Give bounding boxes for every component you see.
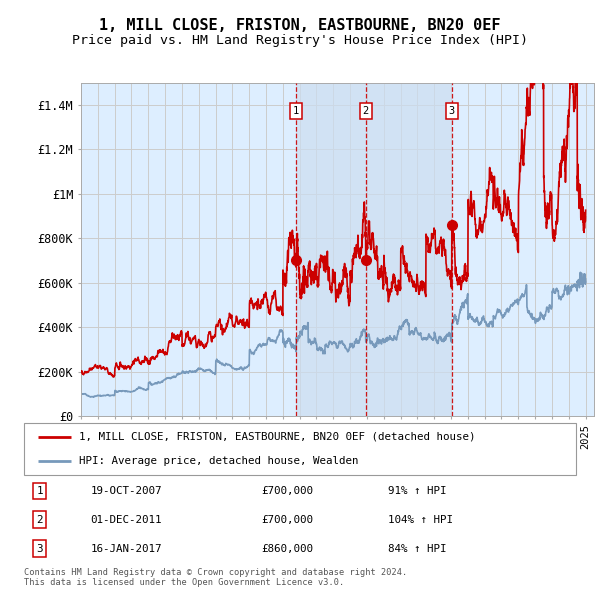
- Text: 1, MILL CLOSE, FRISTON, EASTBOURNE, BN20 0EF (detached house): 1, MILL CLOSE, FRISTON, EASTBOURNE, BN20…: [79, 431, 476, 441]
- Text: 2: 2: [362, 106, 369, 116]
- Bar: [296, 83, 452, 416]
- Text: 84% ↑ HPI: 84% ↑ HPI: [388, 543, 447, 553]
- Text: £860,000: £860,000: [262, 543, 313, 553]
- Text: Contains HM Land Registry data © Crown copyright and database right 2024.
This d: Contains HM Land Registry data © Crown c…: [24, 568, 407, 587]
- Text: 104% ↑ HPI: 104% ↑ HPI: [388, 515, 454, 525]
- Text: 1: 1: [293, 106, 299, 116]
- Text: £700,000: £700,000: [262, 515, 313, 525]
- Text: 2: 2: [36, 515, 43, 525]
- Text: 3: 3: [449, 106, 455, 116]
- Text: £700,000: £700,000: [262, 486, 313, 496]
- Text: 1, MILL CLOSE, FRISTON, EASTBOURNE, BN20 0EF: 1, MILL CLOSE, FRISTON, EASTBOURNE, BN20…: [99, 18, 501, 32]
- Text: 1: 1: [36, 486, 43, 496]
- Text: 3: 3: [36, 543, 43, 553]
- Text: HPI: Average price, detached house, Wealden: HPI: Average price, detached house, Weal…: [79, 457, 359, 467]
- Text: 91% ↑ HPI: 91% ↑ HPI: [388, 486, 447, 496]
- Text: 19-OCT-2007: 19-OCT-2007: [90, 486, 162, 496]
- FancyBboxPatch shape: [24, 423, 576, 475]
- Text: Price paid vs. HM Land Registry's House Price Index (HPI): Price paid vs. HM Land Registry's House …: [72, 34, 528, 47]
- Text: 01-DEC-2011: 01-DEC-2011: [90, 515, 162, 525]
- Text: 16-JAN-2017: 16-JAN-2017: [90, 543, 162, 553]
